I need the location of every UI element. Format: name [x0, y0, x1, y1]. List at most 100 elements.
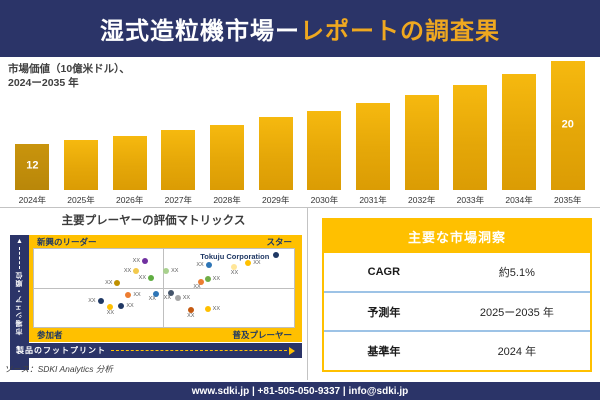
row-label: CAGR: [367, 265, 401, 278]
matrix-title: 主要プレーヤーの評価マトリックス: [61, 215, 246, 227]
chart-caption-line2: 2024ー2035 年: [8, 77, 79, 90]
row-value: 2025ー2035 年: [479, 306, 554, 319]
chart-caption-line1: 市場価値（10億米ドル）、: [8, 63, 130, 75]
bar: [157, 130, 204, 193]
matrix-data-point: XX: [107, 303, 114, 316]
arrow-up-icon: ▲: [16, 238, 23, 245]
row-value: 約5.1%: [498, 266, 535, 279]
matrix-y-axis: ▲ 市場シェア・順位: [10, 235, 29, 370]
data-point-label: XX: [212, 305, 221, 312]
insights-table-body: CAGR 約5.1% 予測年 2025ー2035 年 基準年 2024 年: [324, 253, 590, 370]
bar-category-label: 2028年: [213, 195, 241, 205]
data-point-label: XX: [106, 309, 115, 316]
bar: [449, 85, 496, 193]
matrix-data-point: XX: [124, 268, 140, 275]
chart-axis-caption: 市場価値（10億米ドル）、 2024ー2035 年: [8, 62, 130, 90]
player-evaluation-matrix-section: 主要プレーヤーの評価マトリックス ▲ 市場シェア・順位 新興のリーダー スター …: [0, 208, 307, 382]
bar: [498, 74, 545, 193]
matrix-data-point: XX: [231, 263, 238, 276]
data-point-label: XX: [171, 268, 179, 275]
vertical-divider: [307, 208, 308, 380]
table-row: 基準年 2024 年: [324, 330, 590, 370]
bar-group: 2026年: [105, 57, 156, 206]
row-label: 基準年: [367, 346, 401, 359]
company-annotation: Tokuju Corporation: [200, 252, 270, 262]
bar-group: 2028年: [203, 57, 253, 206]
bar-group: 2033年: [446, 57, 496, 206]
matrix-data-point: XX: [245, 259, 261, 266]
bar-value-label: 12: [26, 159, 39, 172]
bar-category-label: 2024年: [18, 195, 47, 205]
insights-table-title: 主要な市場洞察: [324, 220, 590, 253]
y-axis-label: 市場シェア・順位: [15, 271, 23, 335]
matrix-data-point: [273, 251, 280, 258]
data-point-label: XX: [230, 269, 239, 276]
arrow-right-icon: [289, 346, 295, 355]
y-axis-dashed-line: [19, 247, 20, 269]
bar-category-label: 2030年: [310, 195, 339, 205]
bar-group: 12 2024年: [8, 57, 58, 206]
quadrant-label-emerging-leaders: 新興のリーダー: [37, 237, 97, 247]
data-point-label: XX: [123, 268, 132, 275]
bar-value-label: 20: [561, 118, 574, 131]
matrix-data-point: XX: [133, 257, 149, 264]
data-point-label: XX: [138, 275, 146, 282]
data-point-label: XX: [163, 294, 172, 301]
data-point-label: XX: [212, 276, 221, 283]
matrix-data-point: XX: [174, 294, 190, 301]
row-label: 予測年: [367, 306, 401, 319]
bar-category-label: 2035年: [554, 195, 582, 205]
matrix-x-axis: 製品のフットプリント: [10, 343, 302, 358]
bar-category-label: 2032年: [408, 195, 436, 205]
bar-group: 2025年: [57, 57, 107, 206]
matrix-data-point: XX: [163, 268, 178, 275]
page-title-market: 湿式造粒機市場ー: [100, 18, 300, 45]
matrix-data-point: XX: [139, 275, 154, 282]
bar-chart: 12 2024年 2025年 2026年 2027年 2028年 2029年: [8, 57, 594, 206]
data-point-label: XX: [193, 284, 201, 291]
matrix-data-point: XX: [196, 261, 212, 268]
data-point-label: XX: [126, 302, 134, 309]
bar-category-label: 2027年: [164, 195, 193, 205]
data-point-label: XX: [182, 294, 191, 301]
matrix-data-point: XX: [88, 297, 104, 304]
market-insights-table: 主要な市場洞察 CAGR 約5.1% 予測年 2025ー2035 年 基準年 2…: [322, 218, 592, 372]
bar-category-label: 2034年: [505, 195, 533, 205]
bar: 12: [11, 144, 58, 193]
bar-group: 2027年: [154, 57, 204, 206]
bar: [352, 103, 399, 193]
bar-group: 2034年: [495, 57, 545, 206]
matrix-data-point: XX: [193, 279, 204, 290]
bar: [401, 95, 448, 193]
bar-group: 2032年: [397, 57, 448, 206]
matrix-data-point: XX: [105, 280, 121, 287]
data-point-label: XX: [132, 257, 141, 264]
data-point-label: XX: [187, 313, 195, 320]
matrix-data-point: XX: [125, 291, 141, 298]
market-value-bar-chart: 市場価値（10億米ドル）、 2024ー2035 年 12 2024年 2025年…: [0, 57, 600, 207]
data-point-label: XX: [253, 259, 261, 266]
data-point-label: XX: [196, 261, 204, 268]
header-banner: 湿式造粒機市場ー レポートの調査果: [0, 0, 600, 57]
bar-category-label: 2031年: [359, 195, 387, 205]
bar: 20: [547, 61, 594, 193]
data-point-label: XX: [133, 291, 141, 298]
table-row: 予測年 2025ー2035 年: [324, 290, 590, 331]
row-value: 2024 年: [497, 346, 537, 359]
bar-category-label: 2029年: [261, 195, 290, 205]
bar: [109, 136, 156, 193]
matrix-plot-area: Tokuju Corporation XX XX XX XX XX XX XX XX XX XX X…: [33, 248, 295, 328]
bar-group: 2029年: [251, 57, 302, 206]
quadrant-label-stars: スター: [266, 237, 292, 247]
data-point-label: XX: [148, 295, 156, 302]
quadrant-divider-horizontal: [34, 288, 294, 289]
data-point-label: XX: [88, 297, 96, 304]
page-title-report: レポートの調査果: [300, 18, 500, 45]
bar-category-label: 2026年: [115, 195, 144, 205]
matrix-data-point: XX: [164, 289, 175, 301]
bar: [206, 125, 253, 193]
bar: [303, 111, 350, 193]
matrix-data-point: XX: [187, 307, 194, 319]
quadrant-label-pervasive-players: 普及プレーヤー: [232, 330, 292, 340]
table-row: CAGR 約5.1%: [324, 253, 590, 291]
